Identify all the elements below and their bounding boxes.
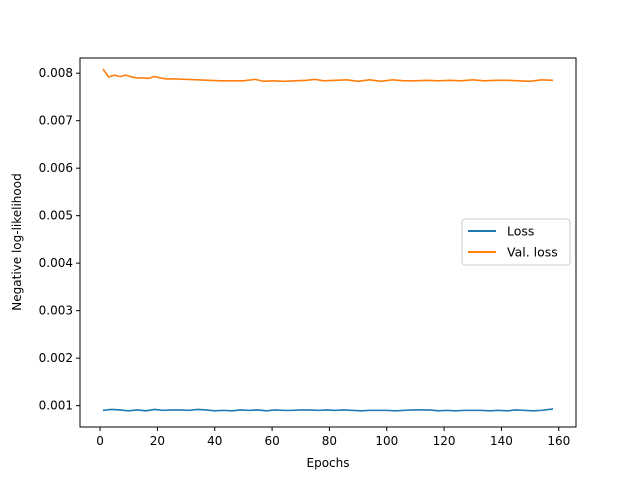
y-tick-label: 0.003 [39,304,73,318]
x-tick-label: 20 [150,434,165,448]
y-tick-label: 0.006 [39,161,73,175]
x-tick-label: 160 [547,434,570,448]
x-tick-label: 60 [264,434,279,448]
x-tick-label: 40 [207,434,222,448]
x-axis-ticks: 0 20 40 60 80 100 120 140 160 [96,427,570,448]
legend: Loss Val. loss [461,218,571,266]
y-tick-label: 0.002 [39,351,73,365]
y-tick-label: 0.005 [39,209,73,223]
legend-label-val-loss: Val. loss [507,245,558,260]
x-tick-label: 80 [322,434,337,448]
x-tick-label: 140 [490,434,513,448]
y-axis-ticks: 0.001 0.002 0.003 0.004 0.005 0.006 0.007 0.008 [39,66,80,413]
series-line-loss [102,408,554,412]
x-tick-label: 0 [96,434,104,448]
legend-label-loss: Loss [507,224,534,239]
series-layer [102,68,554,412]
x-tick-label: 100 [375,434,398,448]
series-line-val-loss [102,68,554,83]
plot-frame [79,57,577,428]
x-tick-label: 120 [433,434,456,448]
y-tick-label: 0.004 [39,256,73,270]
x-axis-label: Epochs [307,456,350,470]
y-axis-label: Negative log-likelihood [10,173,24,310]
y-tick-label: 0.008 [39,66,73,80]
y-tick-label: 0.007 [39,114,73,128]
y-tick-label: 0.001 [39,399,73,413]
